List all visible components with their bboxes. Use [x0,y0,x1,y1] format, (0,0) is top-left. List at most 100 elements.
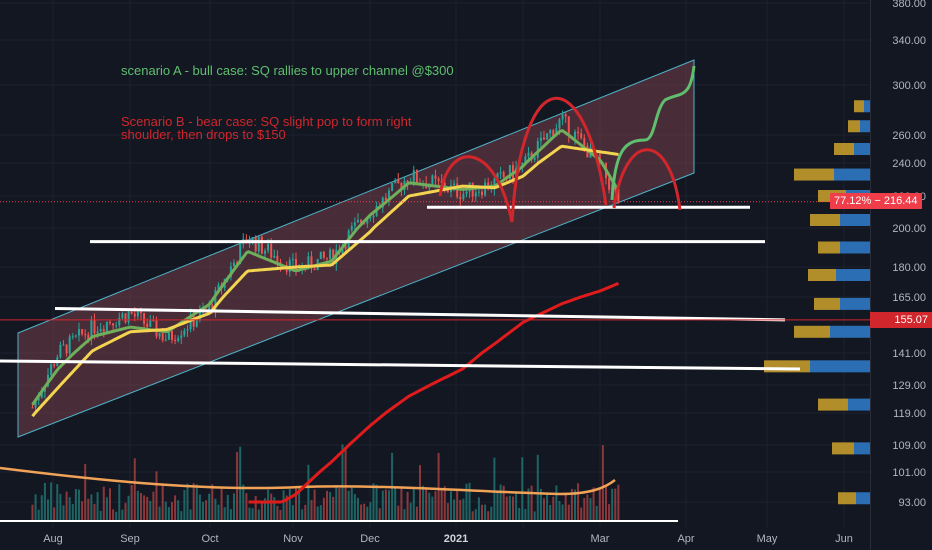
candle-body [329,249,332,259]
volume-bar [586,494,589,522]
candle-body [186,329,189,331]
volume-bar [508,495,511,522]
time-axis: Aug Sep Oct Nov Dec 2021 Mar Apr May Jun [43,533,853,545]
volume-profile-bar [834,168,870,181]
time-tick-label: 2021 [444,533,468,545]
candle-body [437,178,440,182]
candle-body [322,251,325,258]
volume-bar [360,504,363,522]
volume-bar [65,491,68,522]
candle-body [146,323,149,327]
volume-bar [223,507,226,522]
volume-bar [50,482,53,522]
candle-body [583,138,586,146]
candle-body [267,243,270,251]
volume-bar [270,493,273,522]
volume-bar [484,504,487,522]
candle-body [434,175,437,179]
volume-profile-bar [854,143,870,155]
candle-body [360,219,363,224]
volume-bar [375,484,378,522]
time-tick-label: Mar [591,533,610,545]
volume-bar [260,502,263,522]
candle-body [356,219,359,223]
volume-bar [394,488,397,522]
volume-bar [170,502,173,522]
volume-bar [608,504,611,522]
time-tick-label: Nov [283,533,303,545]
candle-body [164,339,167,341]
volume-bar [384,489,387,522]
candle-body [539,137,542,142]
volume-profile-bar [834,143,854,155]
candle-body [372,215,375,218]
candle-body [288,260,291,272]
candle-body [208,304,211,311]
volume-bar [524,508,527,522]
time-tick-label: Oct [201,533,218,545]
volume-profile-bar [830,325,870,338]
volume-profile-bar [864,100,870,113]
volume-bar [577,483,580,522]
volume-bar [446,503,449,522]
volume-bar [322,497,325,522]
volume-bar [341,444,344,522]
volume-bar [527,488,530,522]
volume-bar [440,489,443,522]
volume-bar [105,497,108,522]
volume-bar [415,506,418,522]
candle-body [105,321,108,332]
volume-bar [387,490,390,522]
candle-body [502,172,505,178]
volume-bar [108,488,111,522]
candle-body [232,262,235,267]
candle-body [363,223,366,225]
volume-profile-bar [794,168,834,181]
volume-bar [617,484,620,522]
volume-bar [112,509,115,522]
candle-body [310,256,313,269]
volume-bar [443,486,446,522]
time-tick-label: Sep [120,533,140,545]
candle-body [59,344,62,358]
candle-body [319,251,322,259]
volume-bar [400,487,403,522]
candle-body [149,320,152,327]
volume-bar [539,488,542,522]
candle-body [446,190,449,193]
scenario-b-annotation: Scenario B - bear case: SQ slight pop to… [121,114,412,142]
volume-profile-bar [840,241,870,254]
volume-bar [521,457,524,522]
volume-bar [601,445,604,522]
candle-body [366,217,369,224]
volume-bar [487,511,490,522]
volume-bar [205,500,208,522]
candle-body [102,328,105,332]
price-axis[interactable] [870,0,932,550]
candle-body [394,180,397,184]
volume-bar [412,489,415,522]
volume-bars [0,444,678,522]
volume-bar [353,494,356,522]
candle-body [508,165,511,179]
candle-body [397,180,400,184]
candle-body [195,320,198,327]
volume-bar [245,493,248,522]
candle-body [542,137,545,140]
candle-body [453,183,456,186]
candle-body [344,245,347,249]
volume-bar [614,488,617,522]
candle-body [350,225,353,231]
volume-bar [555,485,558,522]
candle-body [152,320,155,322]
volume-bar [254,496,257,522]
candle-body [112,323,115,326]
candle-body [239,244,242,265]
volume-bar [267,489,270,522]
time-tick-label: May [757,533,778,545]
volume-bar [422,485,425,522]
volume-bar [220,487,223,522]
volume-bar [552,496,555,522]
volume-bar [189,509,192,522]
